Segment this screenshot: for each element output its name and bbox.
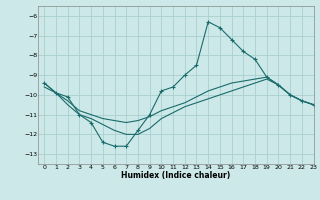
X-axis label: Humidex (Indice chaleur): Humidex (Indice chaleur) [121,171,231,180]
